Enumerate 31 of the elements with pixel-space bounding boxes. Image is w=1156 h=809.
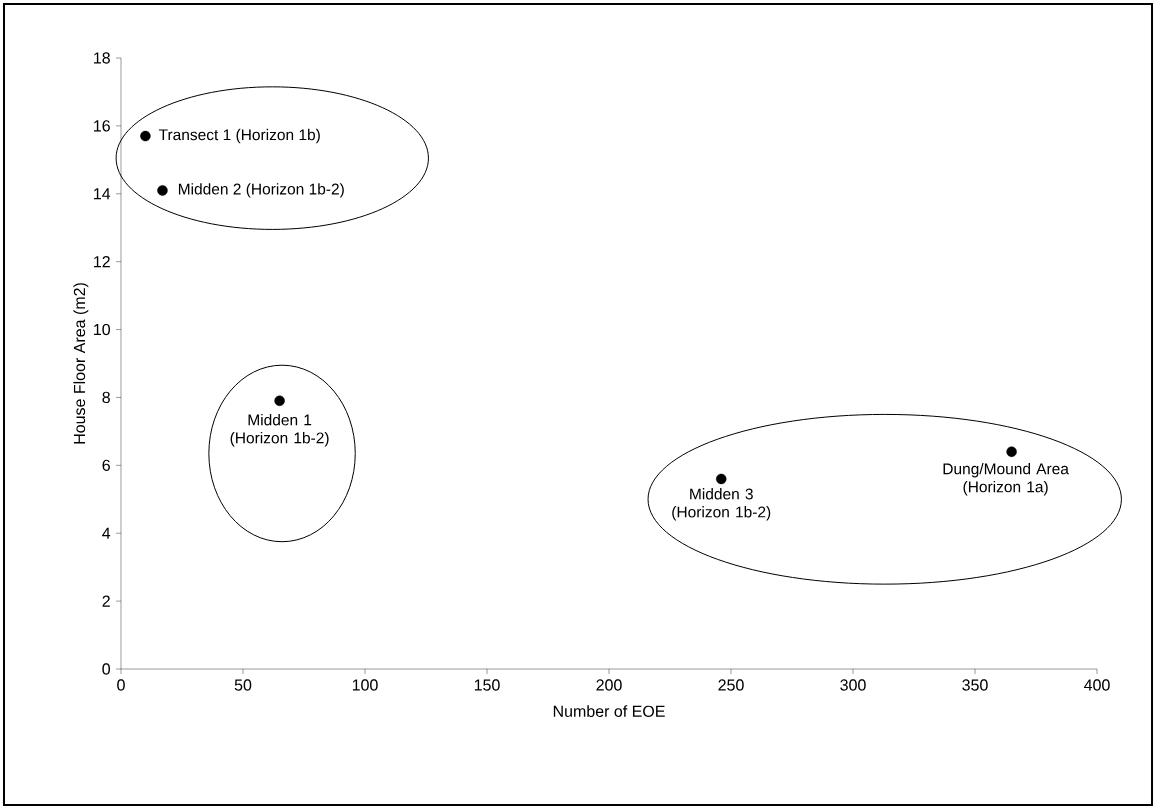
x-axis-title: Number of EOE (553, 705, 665, 717)
y-tick-label: 4 (102, 527, 111, 539)
annotation: Midden 2 (Horizon 1b-2) (178, 183, 344, 198)
annotation: Transect 1 (Horizon 1b) (158, 128, 320, 144)
annotation: Dung/Mound Area (Horizon 1a) (943, 462, 1069, 496)
y-tick-label: 18 (94, 52, 110, 64)
x-tick-label: 150 (474, 679, 500, 691)
y-axis-title: House Floor Area (m2) (73, 283, 89, 444)
y-tick-label: 14 (94, 188, 111, 200)
x-tick-label: 250 (718, 679, 744, 691)
x-tick-label: 300 (840, 679, 866, 691)
point (1006, 446, 1017, 457)
annotation: Midden 1 (Horizon 1b-2) (230, 414, 329, 447)
y-tick-label: 10 (94, 323, 111, 336)
point (140, 130, 151, 142)
x-tick-label: 400 (1084, 679, 1110, 691)
x-tick-label: 0 (117, 679, 125, 691)
x-tick-label: 50 (234, 679, 252, 691)
y-tick-label: 12 (94, 256, 110, 268)
y-tick-label: 16 (94, 120, 110, 132)
y-tick-label: 2 (102, 595, 110, 607)
x-tick-label: 200 (596, 679, 622, 691)
y-tick-label: 0 (102, 663, 111, 675)
annotation: Midden 3 (Horizon 1b-2) (672, 488, 771, 521)
x-tick-label: 350 (962, 679, 988, 691)
point (157, 185, 168, 196)
point (716, 473, 727, 485)
x-tick-label: 100 (352, 679, 378, 691)
point (274, 395, 285, 407)
y-tick-label: 6 (102, 459, 110, 471)
y-tick-label: 8 (102, 391, 110, 404)
